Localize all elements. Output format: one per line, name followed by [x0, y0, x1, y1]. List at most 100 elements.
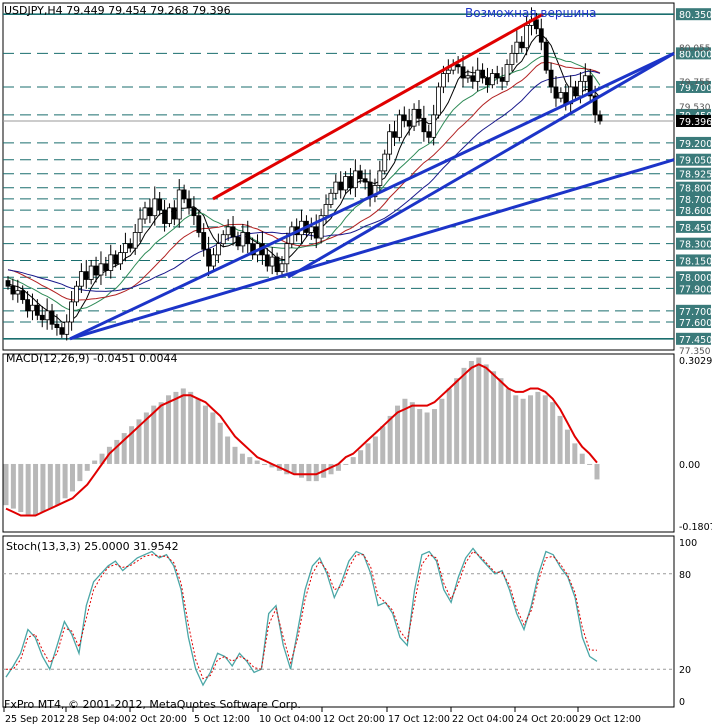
- blue-trendline: [69, 158, 675, 341]
- candle-body: [240, 232, 246, 247]
- candle-body: [592, 95, 598, 116]
- candle-body: [558, 92, 564, 99]
- candle-body: [357, 170, 363, 180]
- price-tick-label: 80.055: [679, 44, 711, 54]
- candle-body: [215, 243, 221, 256]
- candle-body: [578, 80, 583, 97]
- candle-body: [39, 314, 45, 321]
- price-tick-label: 79.530: [679, 103, 711, 113]
- candle-body: [64, 321, 70, 335]
- level-label-bg: [676, 153, 711, 166]
- macd-bar: [417, 409, 423, 464]
- candle-body: [250, 243, 256, 256]
- price-tick-label: 79.755: [679, 78, 711, 88]
- macd-bar: [3, 463, 9, 506]
- candle-body: [343, 176, 348, 191]
- candle-body: [392, 131, 397, 138]
- candle-body: [83, 271, 89, 280]
- macd-bar: [195, 398, 201, 464]
- candle-body: [157, 198, 163, 211]
- candle-body: [313, 226, 319, 239]
- macd-bar: [461, 367, 467, 464]
- level-label-bg: [676, 271, 711, 284]
- macd-bar: [69, 463, 75, 492]
- candle-body: [348, 176, 353, 189]
- level-label: 78.600: [679, 206, 712, 217]
- macd-bar: [62, 463, 68, 499]
- time-label: 10 Oct 04:00: [259, 714, 321, 725]
- macd-bar: [40, 463, 46, 513]
- macd-bar: [528, 395, 534, 464]
- candle-body: [509, 52, 515, 65]
- macd-bar: [328, 463, 334, 475]
- ma-fast-line: [7, 33, 601, 324]
- level-label: 78.000: [679, 273, 712, 284]
- macd-bar: [542, 395, 548, 464]
- candle-body: [494, 73, 500, 79]
- candle-body: [372, 185, 378, 198]
- level-label: 80.000: [679, 49, 712, 60]
- candle-body: [573, 86, 578, 97]
- candle-body: [582, 75, 588, 82]
- macd-bar: [439, 398, 445, 464]
- blue-trendline: [69, 52, 675, 341]
- candle-body: [470, 75, 476, 82]
- level-label: 77.700: [679, 307, 712, 318]
- stoch-header: Stoch(13,3,3) 25.0000 31.9542: [6, 540, 179, 553]
- price-panel-frame: [2, 2, 675, 351]
- macd-bar: [557, 415, 563, 464]
- candle-body: [499, 77, 505, 82]
- candle-body: [88, 265, 94, 280]
- candle-body: [308, 226, 314, 233]
- candle-body: [406, 120, 412, 127]
- blue-trendline: [287, 52, 675, 279]
- level-label-bg: [676, 192, 711, 205]
- macd-bar: [299, 463, 304, 478]
- candle-body: [25, 299, 30, 312]
- macd-bar: [520, 398, 526, 464]
- candle-body: [113, 254, 119, 265]
- macd-bar: [395, 405, 401, 464]
- macd-bar: [180, 388, 186, 464]
- macd-bar: [365, 443, 371, 464]
- candle-body: [196, 215, 202, 233]
- stoch-axis-label: 100: [679, 538, 697, 549]
- macd-bar: [343, 463, 349, 465]
- macd-bar: [587, 463, 593, 465]
- candle-body: [367, 181, 373, 198]
- macd-axis-label: -0.1807: [679, 522, 712, 533]
- candle-body: [181, 189, 187, 200]
- time-label: 24 Oct 20:00: [516, 714, 578, 725]
- level-label: 79.700: [679, 83, 712, 94]
- macd-bar: [335, 463, 341, 471]
- macd-bar: [468, 360, 474, 464]
- ma-slow-line: [7, 61, 601, 301]
- candle-body: [455, 64, 461, 68]
- candle-body: [230, 226, 236, 238]
- level-label-bg: [676, 220, 711, 233]
- candle-body: [123, 243, 128, 254]
- macd-bar: [358, 450, 364, 464]
- candle-body: [279, 263, 285, 273]
- stoch-panel: 100 80 20 0: [3, 538, 697, 708]
- level-label-bg: [676, 282, 711, 295]
- macd-bar: [77, 463, 83, 482]
- candle-body: [264, 254, 270, 267]
- candle-body: [74, 285, 79, 303]
- candle-body: [328, 192, 334, 205]
- candle-body: [132, 232, 138, 249]
- macd-bar: [55, 463, 61, 506]
- macd-bar: [114, 439, 120, 464]
- copyright-label: FxPro MT4, © 2001-2012, MetaQuotes Softw…: [4, 698, 301, 711]
- candle-body: [78, 271, 84, 287]
- candle-body: [225, 226, 231, 236]
- macd-bar: [306, 463, 312, 482]
- candle-body: [162, 209, 167, 224]
- macd-bar: [33, 463, 39, 516]
- candle-body: [186, 198, 192, 209]
- macd-bar: [254, 460, 260, 464]
- candle-body: [553, 86, 559, 99]
- candle-body: [201, 232, 207, 250]
- level-label-bg: [676, 47, 711, 60]
- level-label: 78.700: [679, 195, 712, 206]
